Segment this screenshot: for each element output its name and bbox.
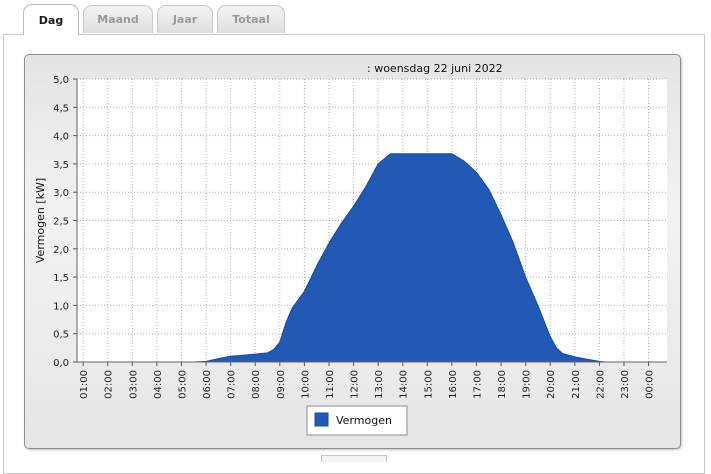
y-tick-label: 2,5 (53, 217, 69, 228)
x-tick-label: 11:00 (325, 370, 336, 399)
tab-label: Dag (38, 13, 64, 27)
x-tick-label: 03:00 (128, 370, 139, 399)
x-tick-label: 19:00 (522, 370, 533, 399)
chart-panel: 01:00 02:00 03:00 04:00 05:00 06:00 07:00 08:00… (24, 54, 681, 449)
x-tick-label: 08:00 (251, 370, 262, 399)
x-tick-label: 10:00 (300, 370, 311, 399)
x-tick-label: 18:00 (497, 370, 508, 399)
power-chart: 01:00 02:00 03:00 04:00 05:00 06:00 07:00 08:00… (34, 62, 667, 436)
tab-dag[interactable]: Dag (23, 4, 79, 35)
x-tick-label: 13:00 (374, 370, 385, 399)
y-tick-label: 4,0 (53, 132, 69, 143)
x-tick-label: 21:00 (571, 370, 582, 399)
y-tick-label: 0,5 (53, 330, 69, 341)
x-tick-label: 04:00 (153, 370, 164, 399)
x-tick-label: 15:00 (423, 370, 434, 399)
legend-label: Vermogen (336, 414, 392, 427)
x-tick-label: 22:00 (595, 370, 606, 399)
y-tick-label: 1,5 (53, 273, 69, 284)
x-tick-label: 06:00 (202, 370, 213, 399)
tab-label: Maand (97, 13, 139, 26)
chart-title: : woensdag 22 juni 2022 (367, 62, 503, 75)
x-tick-label: 07:00 (227, 370, 238, 399)
tab-bar: Dag Maand Jaar Totaal (0, 0, 711, 36)
x-tick-label: 20:00 (546, 370, 557, 399)
y-tick-label: 4,5 (53, 103, 69, 114)
y-tick-label: 0,0 (53, 358, 69, 369)
x-tick-label: 17:00 (472, 370, 483, 399)
y-tick-label: 1,0 (53, 301, 69, 312)
x-tick-label: 16:00 (448, 370, 459, 399)
y-tick-label: 3,5 (53, 160, 69, 171)
tab-maand[interactable]: Maand (83, 5, 153, 33)
y-tick-label: 2,0 (53, 245, 69, 256)
bottom-control[interactable] (321, 455, 387, 462)
x-tick-label: 01:00 (79, 370, 90, 399)
x-tick-label: 14:00 (399, 370, 410, 399)
legend-swatch (314, 412, 329, 427)
tab-jaar[interactable]: Jaar (157, 5, 213, 33)
tab-label: Totaal (232, 13, 270, 26)
y-axis-label: Vermogen [kW] (34, 178, 47, 263)
y-tick-label: 5,0 (53, 75, 69, 86)
area-series-vermogen (187, 153, 606, 363)
y-tick-label: 3,0 (53, 188, 69, 199)
legend: Vermogen (306, 405, 408, 436)
x-tick-label: 02:00 (104, 370, 115, 399)
x-tick-label: 00:00 (645, 370, 656, 399)
tab-label: Jaar (172, 13, 198, 26)
x-tick-label: 23:00 (620, 370, 631, 399)
x-tick-label: 05:00 (177, 370, 188, 399)
x-tick-label: 12:00 (350, 370, 361, 399)
tab-totaal[interactable]: Totaal (217, 5, 285, 33)
x-tick-label: 09:00 (276, 370, 287, 399)
